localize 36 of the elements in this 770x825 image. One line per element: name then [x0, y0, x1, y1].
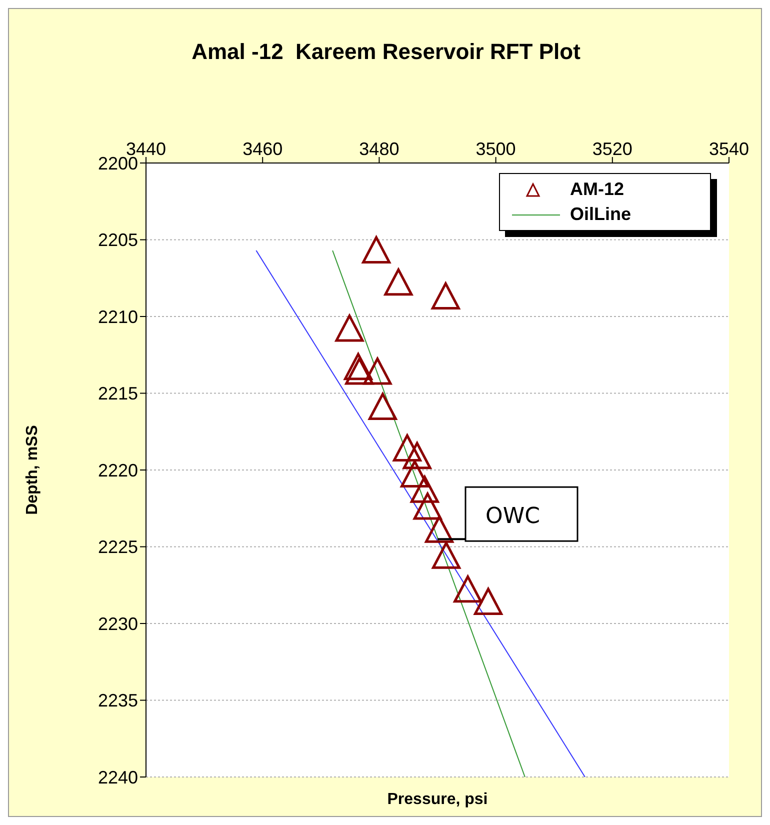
annotation: OWC — [486, 504, 540, 530]
point — [410, 476, 439, 503]
legend-label: AM-12 — [570, 179, 624, 200]
point — [345, 358, 374, 385]
point — [344, 352, 372, 380]
point — [335, 314, 364, 342]
x-axis-title: Pressure, psi — [386, 791, 489, 809]
point — [413, 492, 442, 520]
y-tick-label: 2220 — [98, 460, 138, 480]
point — [432, 542, 460, 569]
point — [425, 516, 454, 543]
point — [431, 282, 460, 310]
point — [454, 575, 482, 603]
x-tick-label: 3480 — [359, 139, 400, 159]
y-tick-label: 2225 — [98, 537, 138, 558]
y-tick-label: 2210 — [98, 306, 138, 327]
point — [392, 434, 422, 462]
legend-label: OilLine — [570, 204, 632, 225]
point — [363, 358, 392, 385]
y-tick-label: 2230 — [98, 614, 138, 634]
point — [474, 588, 502, 615]
y-axis-title: Depth, mSS — [24, 425, 42, 515]
point — [402, 442, 432, 470]
x-tick-label: 3460 — [242, 139, 283, 159]
point — [362, 236, 391, 264]
chart-title: Amal -12 Kareem Reservoir RFT Plot — [190, 39, 582, 65]
y-tick-label: 2240 — [98, 767, 138, 788]
x-tick-label: 3520 — [592, 139, 632, 159]
point — [400, 460, 430, 488]
y-tick-label: 2205 — [98, 230, 138, 250]
y-tick-label: 2235 — [98, 690, 138, 711]
x-tick-label: 3540 — [708, 139, 750, 159]
y-tick-label: 2215 — [98, 384, 138, 404]
x-tick-label: 3500 — [476, 139, 516, 159]
point — [384, 268, 413, 296]
point — [368, 392, 397, 420]
